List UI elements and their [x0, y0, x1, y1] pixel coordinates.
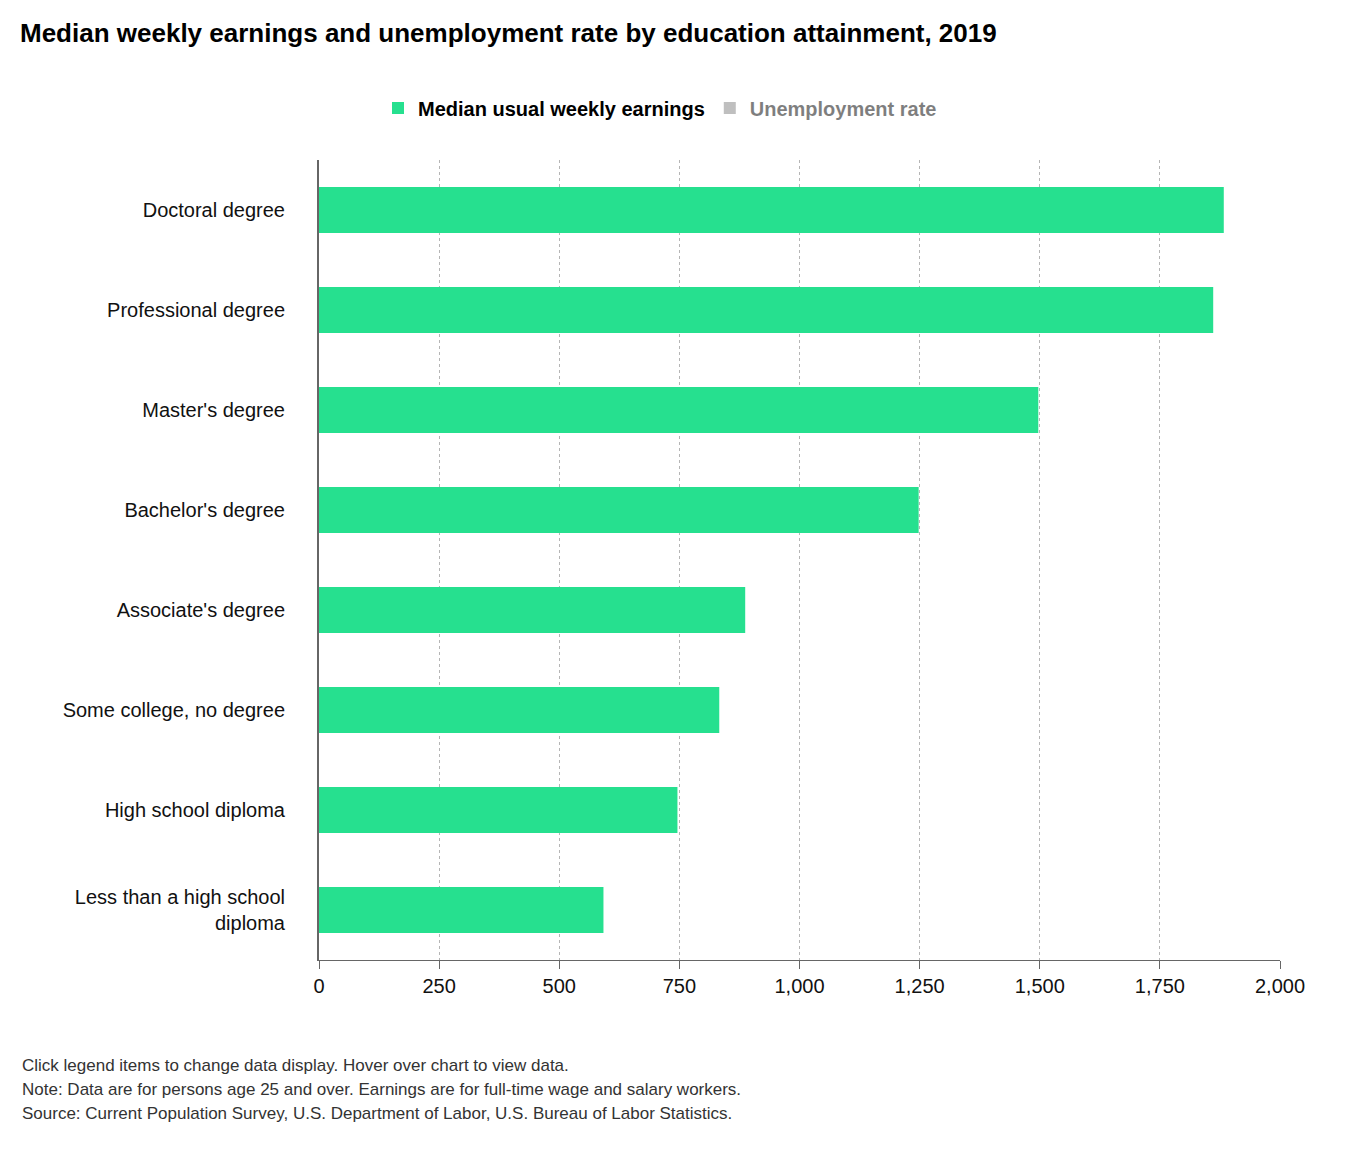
svg-text:Source: Current Population Sur: Source: Current Population Survey, U.S. … — [22, 1104, 732, 1123]
svg-text:Bachelor's degree: Bachelor's degree — [124, 499, 285, 521]
svg-text:Click legend items to change d: Click legend items to change data displa… — [22, 1056, 569, 1075]
svg-text:Associate's degree: Associate's degree — [117, 599, 285, 621]
svg-text:Note: Data are for persons age: Note: Data are for persons age 25 and ov… — [22, 1080, 741, 1099]
svg-text:Master's degree: Master's degree — [142, 399, 285, 421]
svg-text:250: 250 — [422, 975, 455, 997]
svg-text:0: 0 — [313, 975, 324, 997]
svg-text:Some college, no degree: Some college, no degree — [63, 699, 285, 721]
svg-text:Professional degree: Professional degree — [107, 299, 285, 321]
svg-text:500: 500 — [543, 975, 576, 997]
svg-text:Doctoral degree: Doctoral degree — [143, 199, 285, 221]
svg-text:Median weekly earnings and une: Median weekly earnings and unemployment … — [20, 18, 997, 48]
svg-text:Less than a high schooldiploma: Less than a high schooldiploma — [75, 886, 286, 934]
svg-text:2,000: 2,000 — [1255, 975, 1305, 997]
svg-text:1,000: 1,000 — [774, 975, 824, 997]
svg-text:1,250: 1,250 — [895, 975, 945, 997]
svg-text:Unemployment rate: Unemployment rate — [750, 98, 937, 120]
svg-text:1,750: 1,750 — [1135, 975, 1185, 997]
svg-text:1,500: 1,500 — [1015, 975, 1065, 997]
svg-text:750: 750 — [663, 975, 696, 997]
svg-text:Median usual weekly earnings: Median usual weekly earnings — [418, 98, 705, 120]
svg-text:High school diploma: High school diploma — [105, 799, 286, 821]
